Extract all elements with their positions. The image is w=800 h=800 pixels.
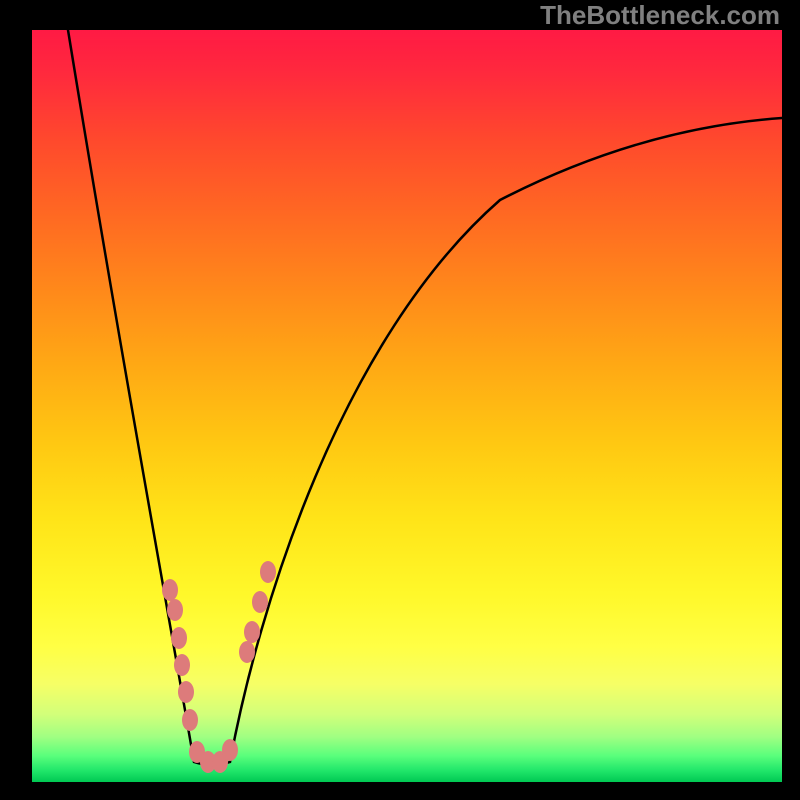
chart-root: TheBottleneck.com xyxy=(0,0,800,800)
border-right xyxy=(782,0,800,800)
chart-plot-area xyxy=(32,30,782,782)
watermark-text: TheBottleneck.com xyxy=(540,0,780,31)
border-bottom xyxy=(0,782,800,800)
border-left xyxy=(0,0,32,800)
